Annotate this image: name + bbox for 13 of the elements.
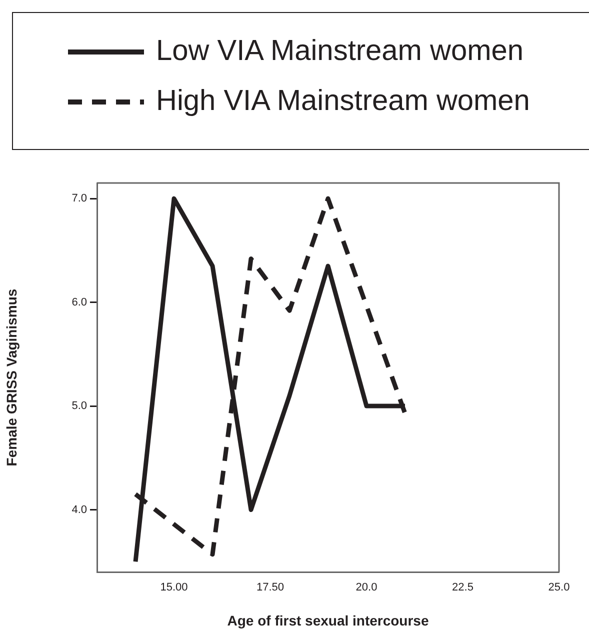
y-axis-title: Female GRISS Vaginismus (3, 288, 20, 466)
x-tick-label: 20.0 (356, 582, 378, 594)
y-tick-label: 4.0 (72, 504, 87, 516)
legend-label: Low VIA Mainstream women (156, 35, 524, 68)
x-tick-label: 22.5 (452, 582, 474, 594)
y-tick-label: 5.0 (72, 400, 87, 412)
legend-label: High VIA Mainstream women (156, 85, 530, 118)
x-tick-label: 25.0 (548, 582, 570, 594)
x-tick-label: 17.50 (256, 582, 284, 594)
y-tick-label: 6.0 (72, 296, 87, 308)
x-tick-label: 15.00 (160, 582, 188, 594)
y-tick-label: 7.0 (72, 192, 87, 205)
x-axis-title: Age of first sexual intercourse (227, 612, 429, 628)
